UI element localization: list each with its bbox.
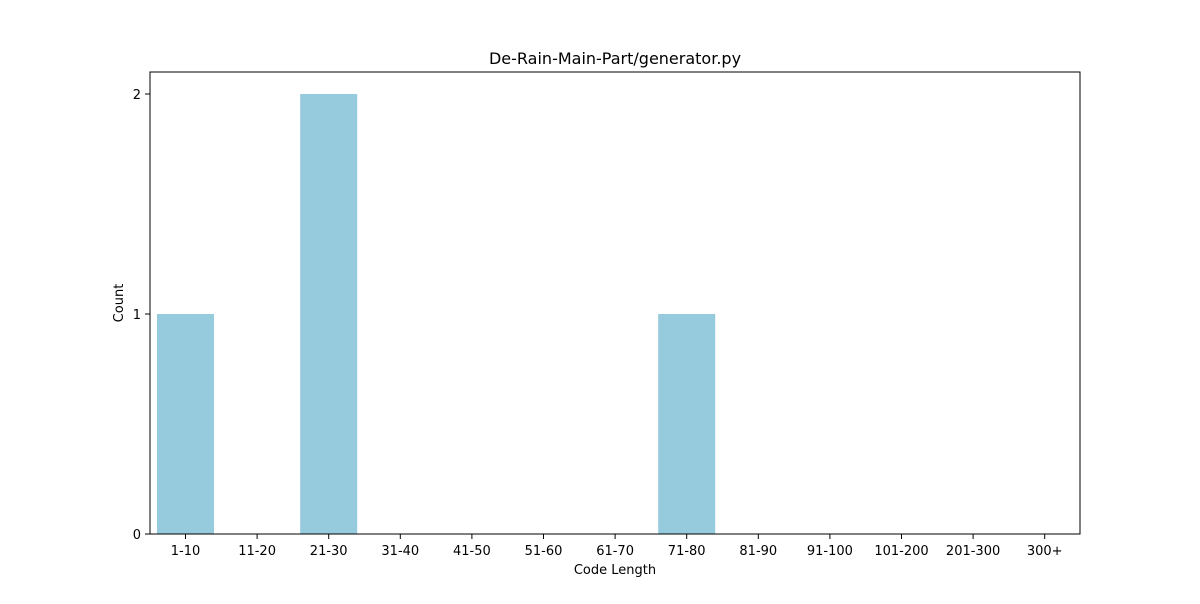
x-tick-label: 11-20 xyxy=(238,544,276,559)
x-tick-label: 61-70 xyxy=(596,544,634,559)
x-tick-label: 41-50 xyxy=(453,544,491,559)
y-tick-label: 1 xyxy=(133,308,141,323)
bar-1-10 xyxy=(157,314,214,534)
x-tick-label: 51-60 xyxy=(525,544,563,559)
y-axis-ticks: 0 1 2 xyxy=(133,88,150,543)
x-tick-label: 300+ xyxy=(1027,544,1063,559)
x-tick-label: 101-200 xyxy=(874,544,928,559)
chart-title: De-Rain-Main-Part/generator.py xyxy=(489,49,741,68)
x-tick-label: 91-100 xyxy=(807,544,853,559)
bars-group xyxy=(157,94,716,534)
y-tick-label: 0 xyxy=(133,528,141,543)
x-tick-label: 201-300 xyxy=(946,544,1000,559)
x-tick-label: 31-40 xyxy=(381,544,419,559)
x-tick-label: 71-80 xyxy=(668,544,706,559)
y-tick-label: 2 xyxy=(133,88,141,103)
x-tick-label: 1-10 xyxy=(171,544,201,559)
bar-71-80 xyxy=(658,314,716,534)
x-tick-label: 81-90 xyxy=(739,544,777,559)
plot-frame xyxy=(149,71,1081,535)
x-tick-label: 21-30 xyxy=(310,544,348,559)
x-axis-ticks: 1-10 11-20 21-30 31-40 41-50 51-60 61-70 71-80 8… xyxy=(171,534,1063,559)
y-axis-label: Count xyxy=(112,284,127,323)
bar-21-30 xyxy=(300,94,358,534)
x-axis-label: Code Length xyxy=(574,563,656,578)
